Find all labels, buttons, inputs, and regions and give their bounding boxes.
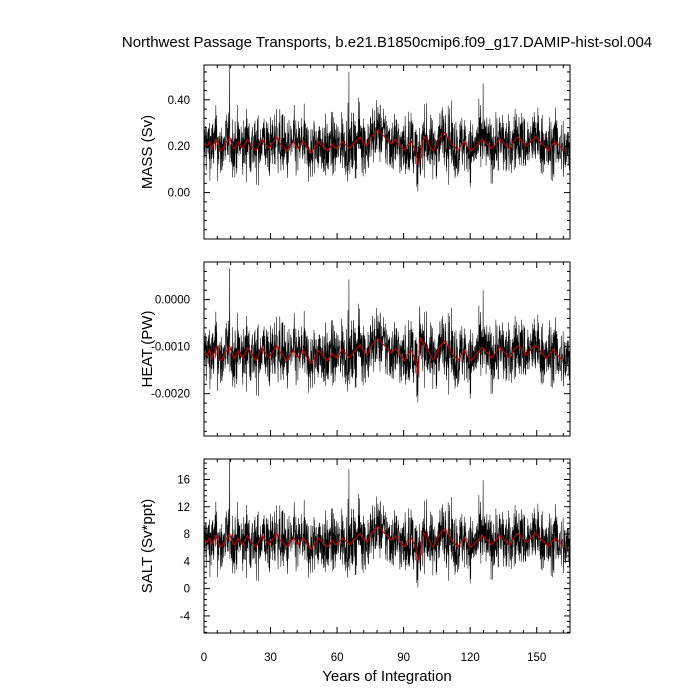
panels: 0.00 0.20 0.40 MASS (Sv) -0.0020 -0.0010 0.000… — [139, 64, 571, 664]
heat-y-axis-label: HEAT (PW) — [139, 311, 156, 388]
heat-ytick-label: -0.0010 — [151, 342, 190, 354]
salt-ytick-label: 12 — [177, 502, 190, 514]
xtick-label: 60 — [331, 652, 344, 664]
mass-annual-mean-series — [204, 129, 565, 165]
salt-panel-frame — [203, 458, 571, 634]
mass-monthly-series — [203, 64, 571, 192]
xtick-label: 30 — [264, 652, 277, 664]
salt-ytick-label: -4 — [180, 611, 191, 623]
heat-monthly-series — [203, 268, 571, 403]
xtick-label: 90 — [397, 652, 410, 664]
x-axis-label: Years of Integration — [322, 668, 452, 685]
salt-ytick-label: 0 — [184, 584, 190, 596]
salt-annual-mean-series — [204, 525, 565, 561]
heat-ytick-label: -0.0020 — [151, 389, 190, 401]
xtick-label: 150 — [527, 652, 546, 664]
xtick-label: 0 — [201, 652, 207, 664]
heat-panel-frame — [203, 261, 571, 437]
mass-panel-frame — [203, 64, 571, 240]
mass-ytick-label: 0.40 — [168, 95, 190, 107]
salt-ytick-label: 8 — [184, 529, 190, 541]
mass-ytick-label: 0.00 — [168, 188, 190, 200]
salt-ytick-label: 4 — [184, 556, 191, 568]
salt-monthly-series — [203, 458, 571, 588]
figure-title: Northwest Passage Transports, b.e21.B185… — [122, 34, 652, 51]
heat-annual-mean-series — [204, 337, 563, 375]
xtick-label: 120 — [461, 652, 480, 664]
salt-ytick-label: 16 — [177, 474, 190, 486]
mass-y-axis-label: MASS (Sv) — [139, 115, 156, 189]
heat-ytick-label: 0.0000 — [155, 295, 190, 307]
mass-ytick-label: 0.20 — [168, 141, 190, 153]
salt-y-axis-label: SALT (Sv*ppt) — [139, 499, 156, 593]
